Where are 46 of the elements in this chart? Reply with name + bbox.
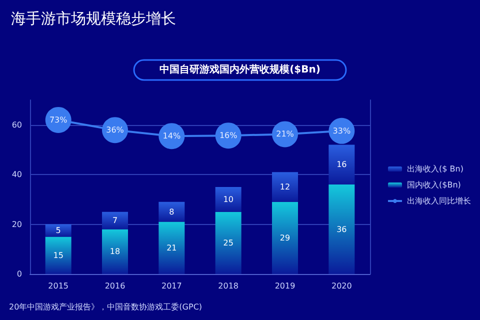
chart-title: 海手游市场规模稳步增长	[11, 10, 176, 28]
data-label: 36	[336, 224, 347, 234]
bar	[215, 212, 242, 274]
data-label: 15	[53, 250, 64, 260]
x-tick-label: 2017	[161, 282, 182, 290]
x-tick-label: 2015	[48, 282, 69, 290]
data-label: 33%	[332, 126, 351, 136]
bar	[215, 187, 242, 212]
data-label: 10	[223, 194, 234, 204]
y-tick-label: 20	[12, 220, 22, 229]
chart-subtitle: 中国自研游戏国内外营收规模($Bn)	[160, 64, 320, 76]
bar	[45, 236, 72, 274]
text: 20年中国游戏产业报告》，中国音数协游戏工委(GPC)	[9, 302, 202, 312]
legend-label: 国内收入($Bn)	[407, 180, 461, 190]
data-label: 8	[169, 207, 174, 216]
data-label: 21	[166, 243, 177, 252]
data-label: 29	[280, 233, 290, 242]
data-label: 5	[56, 226, 61, 235]
data-label: 18	[110, 247, 120, 256]
bar	[158, 222, 185, 274]
data-label: 21%	[276, 130, 294, 139]
bar	[272, 202, 298, 274]
bar	[158, 202, 185, 222]
bar	[102, 229, 128, 274]
legend-label: 出海收入同比增长	[407, 196, 471, 206]
bar	[102, 212, 128, 230]
x-tick-label: 2020	[331, 282, 352, 290]
bar	[272, 172, 298, 202]
y-tick-label: 40	[12, 170, 22, 180]
data-label: 14%	[162, 132, 181, 141]
y-tick-label: 0	[16, 270, 22, 278]
legend-label: 出海收入($ Bn)	[407, 164, 464, 174]
data-label: 16%	[219, 131, 238, 140]
x-tick-label: 2018	[218, 282, 239, 290]
bar	[45, 224, 72, 237]
data-label: 12	[280, 182, 290, 192]
data-label: 36%	[106, 126, 124, 135]
bar	[328, 184, 355, 274]
x-tick-label: 2019	[274, 282, 296, 290]
y-tick-label: 60	[12, 120, 22, 130]
data-label: 7	[112, 216, 118, 226]
bar	[328, 144, 355, 185]
data-label: 73%	[49, 115, 68, 124]
data-label: 25	[223, 238, 234, 248]
x-tick-label: 2016	[104, 282, 126, 290]
data-label: 16	[336, 160, 347, 170]
